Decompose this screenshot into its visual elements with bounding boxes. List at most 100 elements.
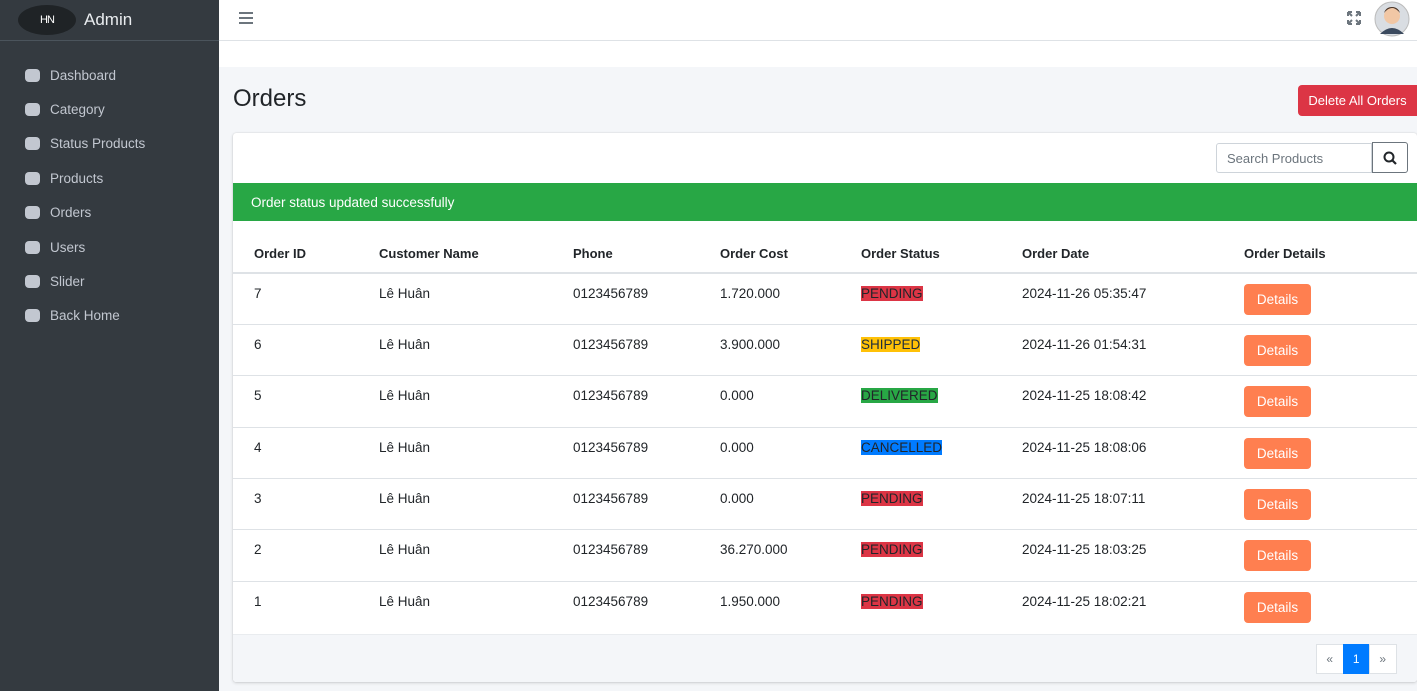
cell: 5 <box>233 375 379 428</box>
menu-item[interactable]: Orders <box>0 196 219 230</box>
cell-text: 0123456789 <box>573 439 649 455</box>
menu-label: Slider <box>50 274 85 290</box>
cell-text: 0123456789 <box>573 593 649 609</box>
page-link[interactable]: « <box>1316 644 1344 674</box>
cell: 36.270.000 <box>720 529 861 582</box>
cell-text: 2024-11-25 18:08:06 <box>1022 439 1147 455</box>
details-button[interactable]: Details <box>1244 386 1311 418</box>
cell: 2 <box>233 529 379 582</box>
cell: PENDING <box>861 272 1022 325</box>
cell: 0123456789 <box>573 323 720 376</box>
cell: Lê Huân <box>379 478 573 530</box>
cell: 1 <box>233 580 379 633</box>
cell-text: 2024-11-25 18:08:42 <box>1022 388 1147 404</box>
cell: 2024-11-25 18:08:06 <box>1022 426 1244 479</box>
cell: CANCELLED <box>861 426 1022 479</box>
details-button[interactable]: Details <box>1244 489 1311 521</box>
menu-item[interactable]: Category <box>0 92 219 126</box>
page-title: Orders <box>233 85 307 112</box>
page-link[interactable]: » <box>1369 644 1397 674</box>
logo: HN <box>18 5 76 35</box>
fullscreen-icon[interactable] <box>1347 11 1361 25</box>
search-input[interactable] <box>1216 143 1372 173</box>
cell: 7 <box>233 272 379 325</box>
menu-item[interactable]: Users <box>0 230 219 264</box>
cell: 2024-11-25 18:03:25 <box>1022 529 1244 582</box>
column-header: Order Status <box>861 235 1022 274</box>
cell-text: 2024-11-26 05:35:47 <box>1022 286 1147 301</box>
delete-all-button[interactable]: Delete All Orders <box>1298 85 1417 116</box>
cell: Details <box>1244 375 1417 428</box>
avatar[interactable] <box>1374 1 1410 37</box>
search-icon <box>1383 151 1397 165</box>
menu-label: Orders <box>50 205 92 221</box>
menu-toggle[interactable] <box>239 12 253 24</box>
cell-text: 2 <box>254 542 262 558</box>
cell-text: 0123456789 <box>573 491 649 507</box>
menu-icon <box>25 309 40 323</box>
details-button[interactable]: Details <box>1244 437 1311 469</box>
cell-text: 2024-11-26 01:54:31 <box>1022 336 1147 352</box>
details-button[interactable]: Details <box>1244 591 1311 623</box>
brand-name: Admin <box>84 10 133 29</box>
cell-text: Lê Huân <box>379 542 431 558</box>
status-badge: DELIVERED <box>861 388 938 404</box>
status-badge: PENDING <box>861 491 923 507</box>
cell: Lê Huân <box>379 272 573 325</box>
orders-card: Order status updated successfully Order … <box>233 133 1417 682</box>
details-button[interactable]: Details <box>1244 334 1311 366</box>
cell-text: 0123456789 <box>573 388 649 404</box>
cell-text: 4 <box>254 439 262 455</box>
table-body: 7 Lê Huân 0123456789 1.720.000 PENDING 2024-1… <box>233 272 1417 633</box>
menu-item[interactable]: Status Products <box>0 127 219 161</box>
cell-text: 5 <box>254 388 262 404</box>
cell: 0123456789 <box>573 375 720 428</box>
success-alert: Order status updated successfully <box>233 183 1417 221</box>
cell-text: Lê Huân <box>379 593 431 609</box>
order-row: 5 Lê Huân 0123456789 0.000 DELIVERED 2024-11-… <box>233 375 1417 428</box>
cell: 1.950.000 <box>720 580 861 633</box>
cell-text: 0.000 <box>720 439 754 455</box>
cell-text: 2024-11-25 18:02:21 <box>1022 593 1147 609</box>
search-button[interactable] <box>1372 142 1408 173</box>
menu-item[interactable]: Back Home <box>0 299 219 333</box>
content: Orders Delete All Orders Order status up… <box>219 67 1417 691</box>
orders-table: Order ID Customer Name Phone Order Cost Orde… <box>233 235 1417 633</box>
cell-text: 3.900.000 <box>720 336 781 352</box>
order-row: 1 Lê Huân 0123456789 1.950.000 PENDING 2024-1… <box>233 580 1417 633</box>
details-button[interactable]: Details <box>1244 540 1311 572</box>
order-row: 4 Lê Huân 0123456789 0.000 CANCELLED 2024-11-… <box>233 426 1417 479</box>
cell: 4 <box>233 426 379 479</box>
cell: Details <box>1244 529 1417 582</box>
header-gap <box>219 41 1417 67</box>
cell: SHIPPED <box>861 323 1022 376</box>
cell: 0123456789 <box>573 478 720 530</box>
status-badge: PENDING <box>861 593 923 609</box>
menu-label: Back Home <box>50 308 120 324</box>
column-header: Order ID <box>233 235 379 274</box>
menu-label: Status Products <box>50 136 146 152</box>
cell-text: 1.720.000 <box>720 286 781 301</box>
cell-text: 2024-11-25 18:07:11 <box>1022 491 1146 507</box>
menu-icon <box>25 240 40 254</box>
cell: Details <box>1244 323 1417 376</box>
status-badge: SHIPPED <box>861 336 921 352</box>
cell: 0123456789 <box>573 272 720 325</box>
menu-item[interactable]: Products <box>0 161 219 195</box>
page-link[interactable]: 1 <box>1342 644 1370 674</box>
status-badge: PENDING <box>861 286 923 301</box>
cell: Lê Huân <box>379 375 573 428</box>
cell: 0123456789 <box>573 580 720 633</box>
cell: PENDING <box>861 478 1022 530</box>
status-badge: CANCELLED <box>861 439 943 455</box>
pagination: «1» <box>1316 644 1397 674</box>
brand[interactable]: HN Admin <box>0 0 219 41</box>
details-button[interactable]: Details <box>1244 284 1311 315</box>
menu-item[interactable]: Dashboard <box>0 58 219 92</box>
menu-item[interactable]: Slider <box>0 264 219 298</box>
cell: 0.000 <box>720 478 861 530</box>
cell-text: 0.000 <box>720 388 754 404</box>
cell-text: Lê Huân <box>379 336 431 352</box>
